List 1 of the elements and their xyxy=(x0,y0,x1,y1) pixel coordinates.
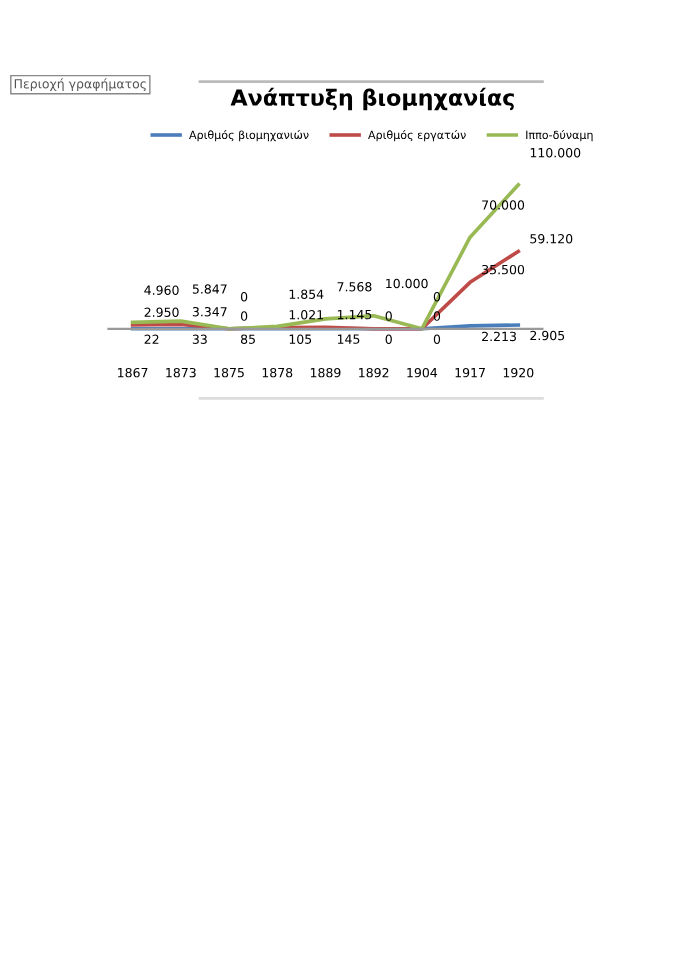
chart-title: Ανάπτυξη βιομηχανίας xyxy=(230,87,514,111)
